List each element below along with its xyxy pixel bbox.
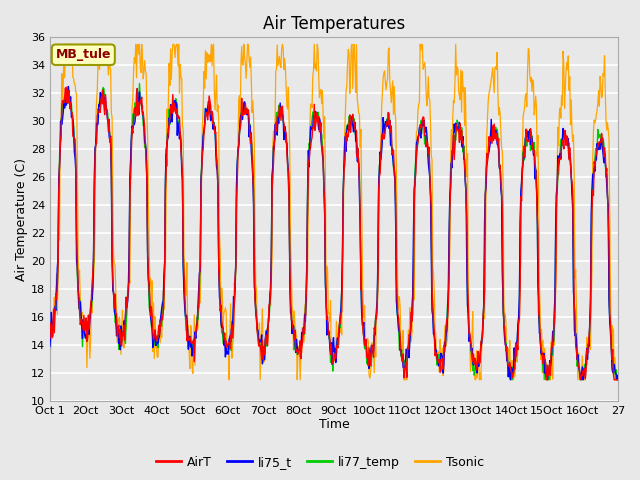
Y-axis label: Air Temperature (C): Air Temperature (C) [15,157,28,280]
Title: Air Temperatures: Air Temperatures [263,15,405,33]
X-axis label: Time: Time [319,419,349,432]
Legend: AirT, li75_t, li77_temp, Tsonic: AirT, li75_t, li77_temp, Tsonic [150,451,490,474]
Text: MB_tule: MB_tule [56,48,111,61]
